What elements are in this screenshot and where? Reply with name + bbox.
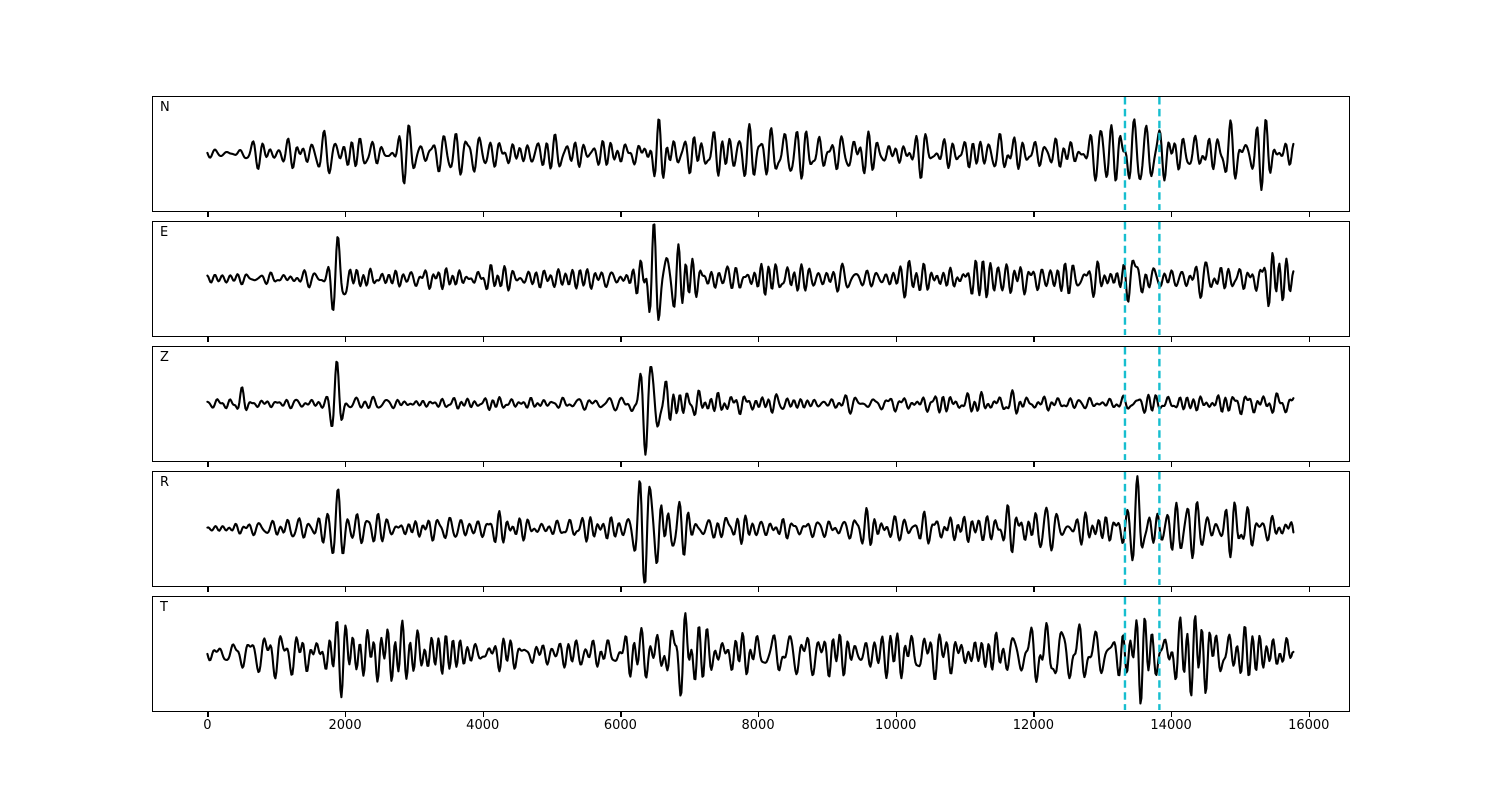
x-tick: [1033, 212, 1035, 217]
x-tick: [620, 212, 622, 217]
x-tick: [207, 212, 209, 217]
waveform-svg: [206, 97, 1295, 210]
x-tick: [345, 212, 347, 217]
waveform-panel-e: E: [152, 221, 1350, 337]
x-tick: [758, 337, 760, 342]
waveform-trace: [206, 475, 1295, 584]
x-tick: [345, 712, 347, 717]
waveform-trace: [206, 118, 1295, 192]
x-tick: [1308, 462, 1311, 467]
x-tick: [620, 587, 622, 592]
x-tick-label: 8000: [741, 718, 775, 733]
x-tick: [482, 212, 485, 217]
x-tick: [895, 587, 898, 592]
x-tick: [1171, 587, 1173, 592]
x-tick: [1308, 587, 1311, 592]
x-ticks-row: [152, 462, 1350, 468]
x-tick: [207, 462, 209, 467]
x-tick: [895, 712, 898, 717]
x-tick: [345, 587, 347, 592]
x-tick-label: 4000: [466, 718, 500, 733]
x-tick: [345, 462, 347, 467]
seismogram-figure: N E Z R T 0 2000 4000 6000 8000 10000 12000 140…: [152, 96, 1350, 736]
waveform-panel-t: T: [152, 596, 1350, 712]
panel-label: T: [160, 600, 168, 615]
x-tick: [758, 212, 760, 217]
x-tick-label: 16000: [1288, 718, 1330, 733]
x-tick: [345, 337, 347, 342]
x-tick: [482, 462, 485, 467]
waveform-panel-n: N: [152, 96, 1350, 212]
panel-label: R: [160, 475, 170, 490]
x-tick: [1171, 212, 1173, 217]
x-tick-label: 14000: [1150, 718, 1192, 733]
x-tick: [207, 712, 209, 717]
x-tick: [758, 587, 760, 592]
waveform-panel-r: R: [152, 471, 1350, 587]
x-tick: [1308, 337, 1311, 342]
waveform-trace: [206, 223, 1295, 321]
x-tick: [895, 462, 898, 467]
x-tick: [895, 212, 898, 217]
x-tick: [1308, 212, 1311, 217]
x-tick: [1033, 587, 1035, 592]
panel-label: N: [160, 100, 170, 115]
waveform-trace: [206, 360, 1295, 456]
x-tick-label: 10000: [875, 718, 917, 733]
x-tick-label: 6000: [603, 718, 637, 733]
x-tick: [895, 337, 898, 342]
x-tick-label: 12000: [1012, 718, 1055, 733]
x-ticks-row: [152, 212, 1350, 218]
waveform-svg: [206, 597, 1295, 710]
x-tick: [620, 337, 622, 342]
x-tick: [207, 337, 209, 342]
x-tick: [207, 587, 209, 592]
waveform-trace: [206, 612, 1295, 705]
x-tick: [1308, 712, 1311, 717]
x-tick: [758, 462, 760, 467]
x-tick: [482, 587, 485, 592]
x-ticks-row: [152, 337, 1350, 343]
x-tick-labels: 0 2000 4000 6000 8000 10000 12000 14000 16000: [152, 716, 1350, 734]
x-tick: [1171, 462, 1173, 467]
x-tick: [620, 462, 622, 467]
waveform-svg: [206, 347, 1295, 460]
x-ticks-row: [152, 587, 1350, 593]
x-tick: [1171, 337, 1173, 342]
x-tick: [620, 712, 622, 717]
x-ticks-row: [152, 712, 1350, 718]
x-tick: [482, 337, 485, 342]
x-tick-label: 2000: [328, 718, 362, 733]
x-tick-label: 0: [203, 718, 212, 733]
x-tick: [758, 712, 760, 717]
x-tick: [482, 712, 485, 717]
x-tick: [1171, 712, 1173, 717]
panel-label: Z: [160, 350, 169, 365]
waveform-svg: [206, 222, 1295, 335]
x-tick: [1033, 337, 1035, 342]
waveform-svg: [206, 472, 1295, 585]
waveform-panel-z: Z: [152, 346, 1350, 462]
x-tick: [1033, 712, 1035, 717]
x-tick: [1033, 462, 1035, 467]
panel-label: E: [160, 225, 169, 240]
